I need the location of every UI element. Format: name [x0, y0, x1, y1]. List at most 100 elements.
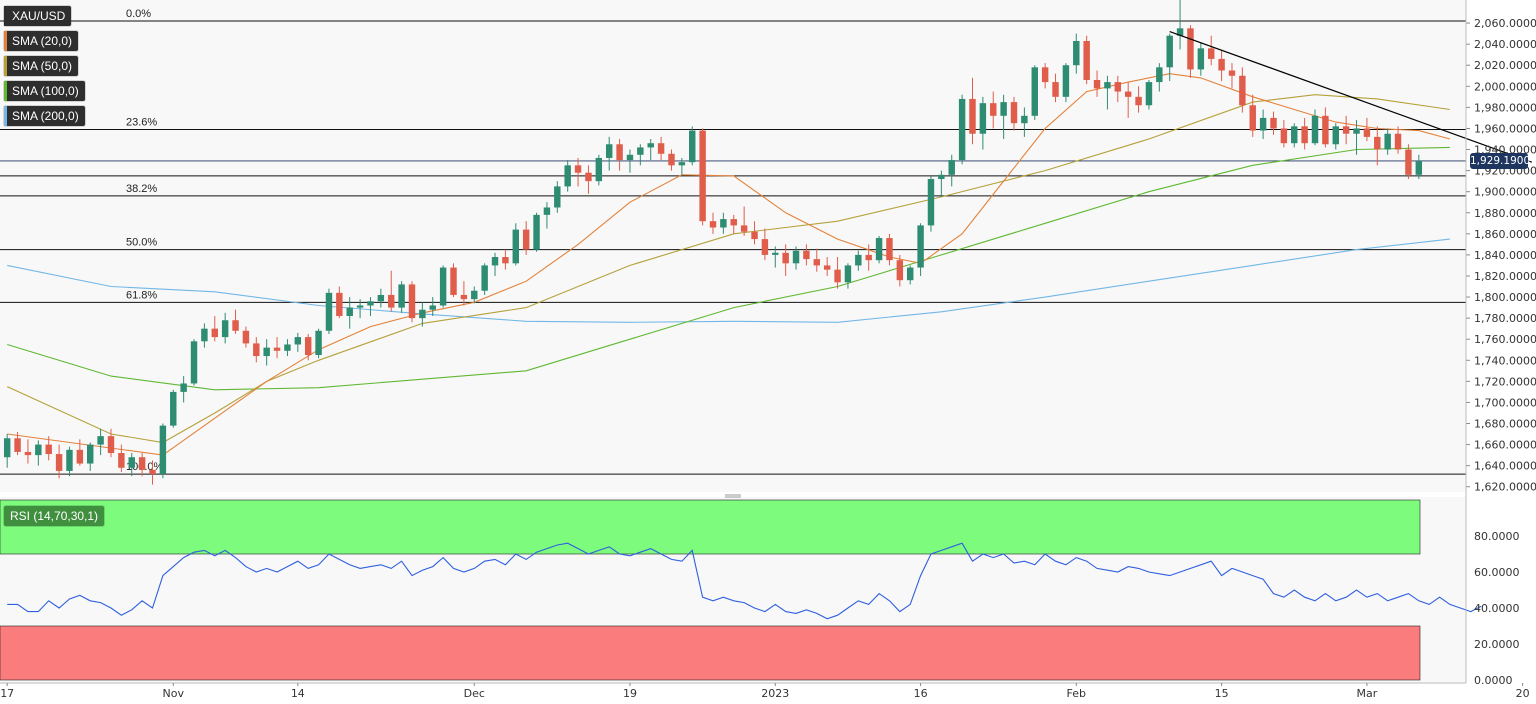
- candle-up[interactable]: [284, 344, 291, 351]
- candle-up[interactable]: [595, 157, 603, 182]
- candle-down[interactable]: [1280, 128, 1288, 144]
- candle-up[interactable]: [938, 174, 945, 180]
- candle-down[interactable]: [1239, 75, 1246, 106]
- candle-down[interactable]: [45, 444, 52, 455]
- candle-down[interactable]: [730, 219, 737, 226]
- candle-down[interactable]: [211, 328, 218, 338]
- candle-up[interactable]: [533, 214, 540, 250]
- candle-up[interactable]: [605, 144, 613, 158]
- candle-down[interactable]: [14, 438, 21, 452]
- candle-down[interactable]: [408, 284, 416, 319]
- candle-down[interactable]: [24, 451, 32, 456]
- candle-up[interactable]: [1259, 117, 1267, 131]
- candle-down[interactable]: [813, 259, 821, 266]
- candle-down[interactable]: [1394, 133, 1402, 150]
- candle-up[interactable]: [554, 186, 561, 208]
- candle-up[interactable]: [97, 436, 104, 445]
- candle-up[interactable]: [35, 444, 42, 456]
- candle-down[interactable]: [55, 454, 63, 471]
- candle-down[interactable]: [1322, 115, 1329, 145]
- candle-down[interactable]: [1187, 28, 1194, 70]
- candle-down[interactable]: [751, 231, 758, 240]
- candle-up[interactable]: [87, 444, 94, 464]
- candle-up[interactable]: [772, 252, 779, 255]
- candle-down[interactable]: [1124, 91, 1132, 97]
- candle-up[interactable]: [844, 265, 852, 283]
- candle-down[interactable]: [253, 343, 260, 357]
- candle-up[interactable]: [1166, 35, 1173, 68]
- candle-down[interactable]: [1270, 117, 1277, 129]
- candle-up[interactable]: [678, 162, 686, 166]
- trend-line[interactable]: [1169, 30, 1533, 163]
- candle-up[interactable]: [170, 391, 177, 426]
- candle-up[interactable]: [1073, 40, 1080, 66]
- candle-up[interactable]: [439, 267, 447, 306]
- candle-down[interactable]: [616, 144, 623, 161]
- candle-up[interactable]: [948, 160, 955, 175]
- rsi-legend-tag[interactable]: RSI (14,70,30,1): [4, 506, 105, 526]
- candle-up[interactable]: [346, 307, 353, 317]
- candle-down[interactable]: [1010, 102, 1018, 124]
- indicator-tag[interactable]: SMA (20,0): [4, 31, 79, 51]
- price-chart[interactable]: 0.0%23.6%38.2%50.0%61.8%100.0%: [0, 0, 1533, 485]
- candle-up[interactable]: [128, 457, 135, 468]
- candle-up[interactable]: [917, 225, 924, 268]
- candle-up[interactable]: [201, 328, 208, 342]
- candle-up[interactable]: [1104, 82, 1111, 89]
- indicator-tag[interactable]: SMA (100,0): [4, 81, 85, 101]
- candle-down[interactable]: [232, 320, 239, 331]
- candle-up[interactable]: [481, 265, 488, 291]
- candle-up[interactable]: [543, 207, 551, 215]
- candle-up[interactable]: [1311, 115, 1319, 144]
- candle-down[interactable]: [1249, 105, 1256, 131]
- candle-up[interactable]: [190, 341, 198, 384]
- candle-down[interactable]: [1052, 82, 1059, 97]
- candle-down[interactable]: [1114, 82, 1122, 92]
- candle-down[interactable]: [522, 229, 530, 250]
- candle-up[interactable]: [979, 103, 987, 134]
- candle-up[interactable]: [377, 294, 385, 302]
- candle-down[interactable]: [585, 172, 592, 182]
- candle-down[interactable]: [138, 457, 146, 470]
- candle-up[interactable]: [927, 179, 935, 226]
- candle-up[interactable]: [263, 347, 270, 357]
- candle-up[interactable]: [1332, 126, 1339, 145]
- candle-up[interactable]: [398, 284, 405, 308]
- candle-down[interactable]: [502, 257, 509, 264]
- candle-up[interactable]: [875, 238, 883, 261]
- candle-up[interactable]: [1031, 67, 1038, 116]
- candle-up[interactable]: [1062, 65, 1070, 97]
- candle-up[interactable]: [429, 305, 436, 310]
- candle-up[interactable]: [855, 254, 862, 266]
- candle-down[interactable]: [886, 238, 893, 261]
- candle-up[interactable]: [1176, 28, 1184, 36]
- candle-up[interactable]: [471, 290, 478, 300]
- candle-down[interactable]: [782, 252, 789, 264]
- candle-down[interactable]: [823, 265, 831, 270]
- candle-up[interactable]: [720, 219, 727, 228]
- candle-up[interactable]: [294, 337, 302, 345]
- indicator-tag[interactable]: XAU/USD: [4, 6, 72, 26]
- candle-up[interactable]: [1021, 115, 1028, 124]
- candle-down[interactable]: [273, 347, 281, 351]
- candle-down[interactable]: [990, 103, 997, 116]
- candle-up[interactable]: [419, 309, 426, 319]
- candle-down[interactable]: [1083, 40, 1090, 80]
- candle-down[interactable]: [834, 269, 841, 283]
- candle-down[interactable]: [1405, 149, 1412, 175]
- candle-up[interactable]: [1384, 133, 1391, 150]
- candle-down[interactable]: [1301, 126, 1308, 144]
- candle-down[interactable]: [657, 143, 665, 154]
- indicator-tag[interactable]: SMA (50,0): [4, 56, 79, 76]
- candle-down[interactable]: [969, 98, 976, 134]
- candle-down[interactable]: [574, 165, 582, 173]
- candle-up[interactable]: [1000, 102, 1007, 116]
- pane-divider-handle[interactable]: [725, 494, 741, 498]
- candle-up[interactable]: [3, 438, 11, 458]
- indicator-tag[interactable]: SMA (200,0): [4, 106, 85, 126]
- candle-down[interactable]: [699, 130, 706, 222]
- candle-down[interactable]: [336, 292, 343, 317]
- candle-up[interactable]: [66, 449, 73, 471]
- candle-up[interactable]: [1197, 48, 1205, 70]
- candle-up[interactable]: [315, 330, 322, 356]
